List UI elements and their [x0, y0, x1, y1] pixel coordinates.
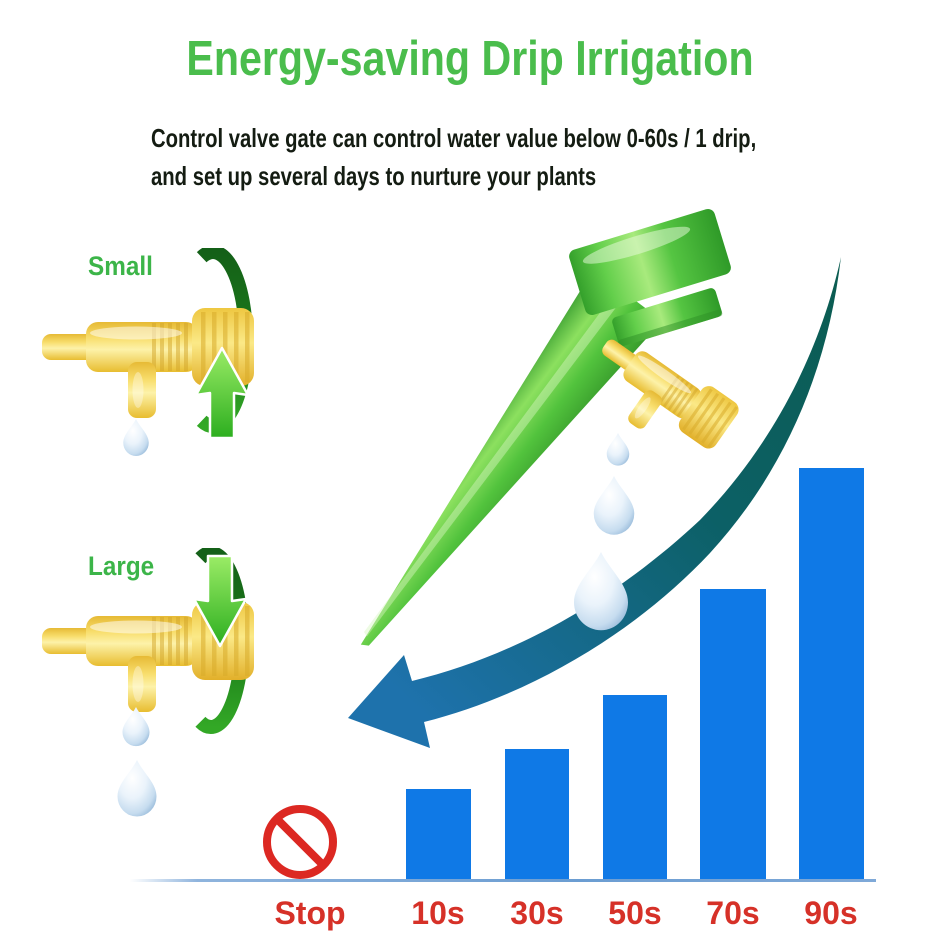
trend-arrow-icon: [348, 257, 841, 748]
spike-cone: [360, 269, 663, 646]
large-valve-illustration: [42, 548, 254, 817]
bar-70s: [700, 589, 766, 879]
axis-label-Stop: Stop: [274, 895, 346, 931]
axis-label-30s: 30s: [510, 895, 564, 931]
large-valve-label: Large: [88, 551, 155, 581]
subtitle-line2: and set up several days to nurture your …: [151, 161, 597, 191]
small-valve-label: Small: [88, 251, 153, 281]
bar-90s: [798, 468, 864, 879]
bar-30s: [505, 749, 569, 879]
rotate-down-arrow-icon: [192, 554, 248, 648]
chart-baseline: [130, 879, 876, 882]
spike-highlight: [364, 290, 624, 637]
drip-spike-icon: [360, 209, 731, 646]
axis-label-10s: 10s: [411, 895, 465, 931]
bar-50s: [603, 695, 667, 879]
stop-icon: [263, 805, 337, 879]
small-valve-illustration: [42, 248, 254, 456]
spike-collar: [612, 288, 723, 347]
page-title: Energy-saving Drip Irrigation: [186, 32, 754, 86]
rotate-up-arrow-icon: [194, 346, 250, 440]
axis-label-50s: 50s: [608, 895, 662, 931]
spike-cap: [569, 209, 731, 315]
axis-label-90s: 90s: [804, 895, 858, 931]
subtitle-line1: Control valve gate can control water val…: [151, 123, 757, 153]
bar-10s: [405, 789, 471, 879]
axis-label-70s: 70s: [706, 895, 760, 931]
